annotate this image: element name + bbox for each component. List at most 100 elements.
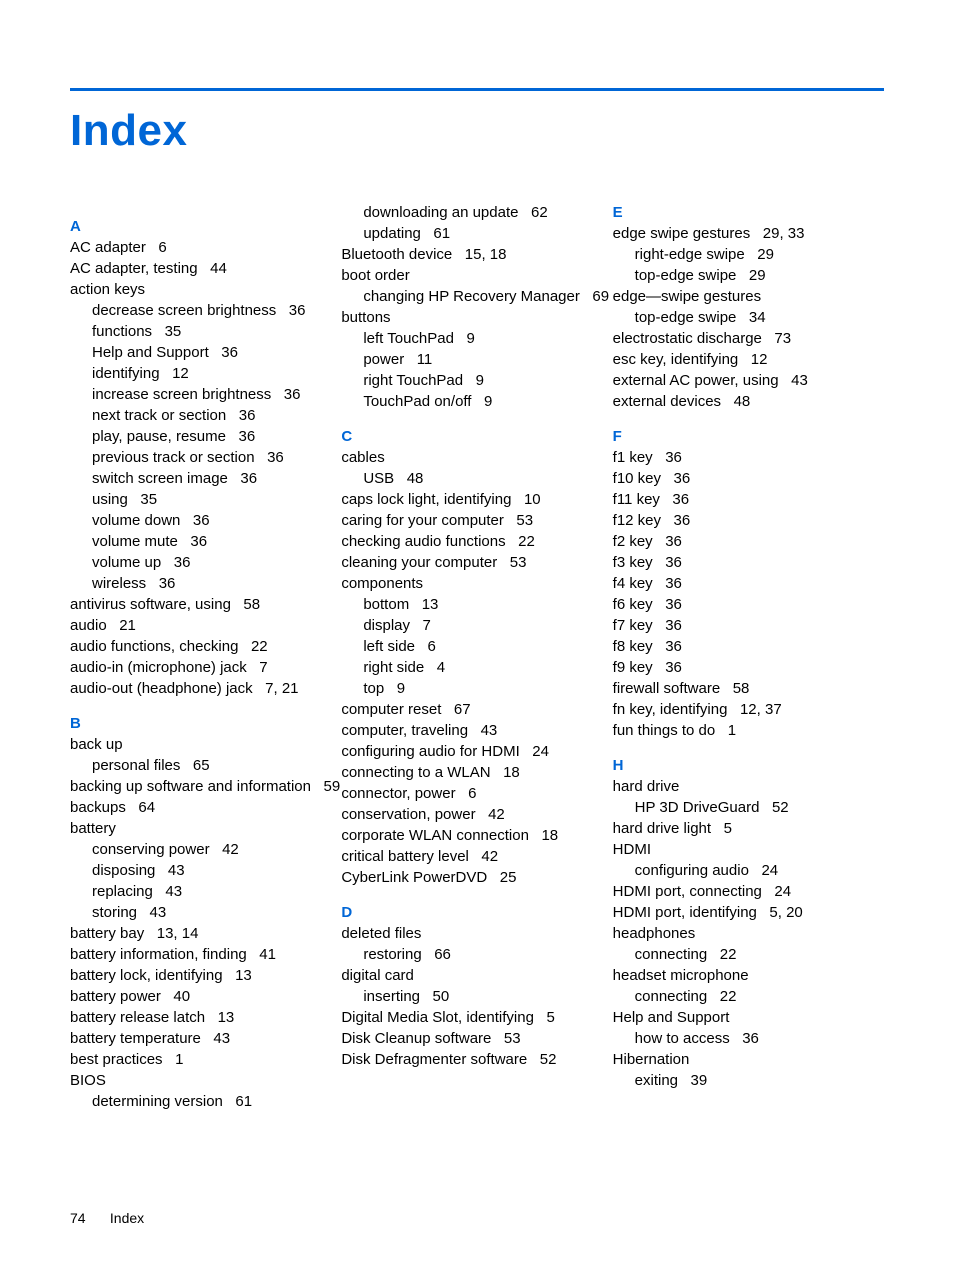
index-entry: caring for your computer 53: [341, 510, 612, 531]
index-subentry: storing 43: [76, 902, 341, 923]
index-entry-text: f10 key: [613, 470, 661, 487]
index-entry-pages: 53: [510, 554, 527, 571]
index-entry: esc key, identifying 12: [613, 349, 884, 370]
index-entry: external AC power, using 43: [613, 370, 884, 391]
index-entry-pages: 36: [665, 617, 682, 634]
page-title: Index: [70, 106, 884, 156]
index-entry-text: connecting: [635, 988, 708, 1005]
index-entry: connector, power 6: [341, 783, 612, 804]
index-entry: Help and Support: [613, 1007, 884, 1028]
index-entry: HDMI: [613, 839, 884, 860]
index-entry-text: restoring: [363, 946, 421, 963]
index-entry-pages: 6: [158, 239, 166, 256]
index-subentry: restoring 66: [347, 944, 612, 965]
index-entry-pages: 12, 37: [740, 701, 782, 718]
index-entry: HDMI port, connecting 24: [613, 881, 884, 902]
index-subentry: disposing 43: [76, 860, 341, 881]
index-subentry: connecting 22: [619, 986, 884, 1007]
index-entry-text: headphones: [613, 925, 696, 942]
index-entry-pages: 25: [500, 869, 517, 886]
index-entry-pages: 36: [239, 407, 256, 424]
index-entry-text: battery information, finding: [70, 946, 247, 963]
index-entry-pages: 52: [540, 1051, 557, 1068]
index-entry-text: hard drive: [613, 778, 680, 795]
index-entry-text: f1 key: [613, 449, 653, 466]
index-entry-text: f11 key: [613, 491, 660, 508]
index-entry-pages: 40: [173, 988, 190, 1005]
index-entry-pages: 36: [665, 638, 682, 655]
index-entry: Disk Cleanup software 53: [341, 1028, 612, 1049]
index-entry: cleaning your computer 53: [341, 552, 612, 573]
index-entry-pages: 59: [324, 778, 341, 795]
index-entry-text: increase screen brightness: [92, 386, 271, 403]
index-entry-pages: 43: [481, 722, 498, 739]
index-entry-text: right-edge swipe: [635, 246, 745, 263]
index-entry-pages: 48: [734, 393, 751, 410]
index-column-2: downloading an update 62updating 61Bluet…: [341, 202, 612, 1112]
index-entry-text: buttons: [341, 309, 390, 326]
index-subentry: previous track or section 36: [76, 447, 341, 468]
index-entry: audio 21: [70, 615, 341, 636]
index-entry-pages: 48: [407, 470, 424, 487]
index-entry-text: AC adapter, testing: [70, 260, 198, 277]
index-entry-pages: 4: [437, 659, 445, 676]
index-subentry: volume down 36: [76, 510, 341, 531]
index-entry-text: identifying: [92, 365, 160, 382]
index-entry-pages: 36: [665, 575, 682, 592]
index-subentry: left TouchPad 9: [347, 328, 612, 349]
index-entry-text: Disk Cleanup software: [341, 1030, 491, 1047]
index-entry-text: battery release latch: [70, 1009, 205, 1026]
index-entry-text: using: [92, 491, 128, 508]
index-entry-pages: 43: [168, 862, 185, 879]
index-entry-text: hard drive light: [613, 820, 711, 837]
index-page: Index AAC adapter 6AC adapter, testing 4…: [0, 0, 954, 1270]
index-subentry: display 7: [347, 615, 612, 636]
index-entry: headphones: [613, 923, 884, 944]
index-entry: f2 key 36: [613, 531, 884, 552]
index-entry-text: HP 3D DriveGuard: [635, 799, 760, 816]
index-entry: configuring audio for HDMI 24: [341, 741, 612, 762]
index-entry-pages: 43: [791, 372, 808, 389]
index-entry-pages: 36: [674, 470, 691, 487]
index-entry-pages: 6: [468, 785, 476, 802]
index-entry-text: external devices: [613, 393, 721, 410]
index-entry-pages: 35: [140, 491, 157, 508]
index-entry-text: CyberLink PowerDVD: [341, 869, 487, 886]
index-section-letter: B: [70, 713, 341, 734]
index-subentry: HP 3D DriveGuard 52: [619, 797, 884, 818]
index-entry-pages: 44: [210, 260, 227, 277]
index-subentry: bottom 13: [347, 594, 612, 615]
index-entry-pages: 41: [259, 946, 276, 963]
index-entry: antivirus software, using 58: [70, 594, 341, 615]
index-entry-text: BIOS: [70, 1072, 106, 1089]
index-entry-pages: 36: [284, 386, 301, 403]
index-entry: edge—swipe gestures: [613, 286, 884, 307]
index-subentry: decrease screen brightness 36: [76, 300, 341, 321]
index-section-letter: A: [70, 216, 341, 237]
index-entry-text: TouchPad on/off: [363, 393, 471, 410]
index-entry-pages: 13: [218, 1009, 235, 1026]
index-subentry: determining version 61: [76, 1091, 341, 1112]
index-entry-text: firewall software: [613, 680, 721, 697]
index-entry: battery: [70, 818, 341, 839]
index-entry-text: volume down: [92, 512, 180, 529]
index-entry-text: downloading an update: [363, 204, 518, 221]
index-entry-pages: 36: [665, 449, 682, 466]
index-entry: f12 key 36: [613, 510, 884, 531]
index-entry-text: edge—swipe gestures: [613, 288, 761, 305]
index-entry-text: conservation, power: [341, 806, 475, 823]
index-entry-text: Help and Support: [613, 1009, 730, 1026]
index-entry-text: external AC power, using: [613, 372, 779, 389]
index-entry-pages: 24: [532, 743, 549, 760]
index-entry: buttons: [341, 307, 612, 328]
index-entry-text: connector, power: [341, 785, 455, 802]
index-entry-text: f8 key: [613, 638, 653, 655]
index-subentry: volume up 36: [76, 552, 341, 573]
index-entry-text: top: [363, 680, 384, 697]
footer-page-number: 74: [70, 1210, 106, 1226]
index-entry-text: HDMI port, connecting: [613, 883, 762, 900]
index-entry-pages: 36: [672, 491, 689, 508]
index-entry: battery bay 13, 14: [70, 923, 341, 944]
index-entry-pages: 7, 21: [265, 680, 298, 697]
index-entry-text: boot order: [341, 267, 409, 284]
